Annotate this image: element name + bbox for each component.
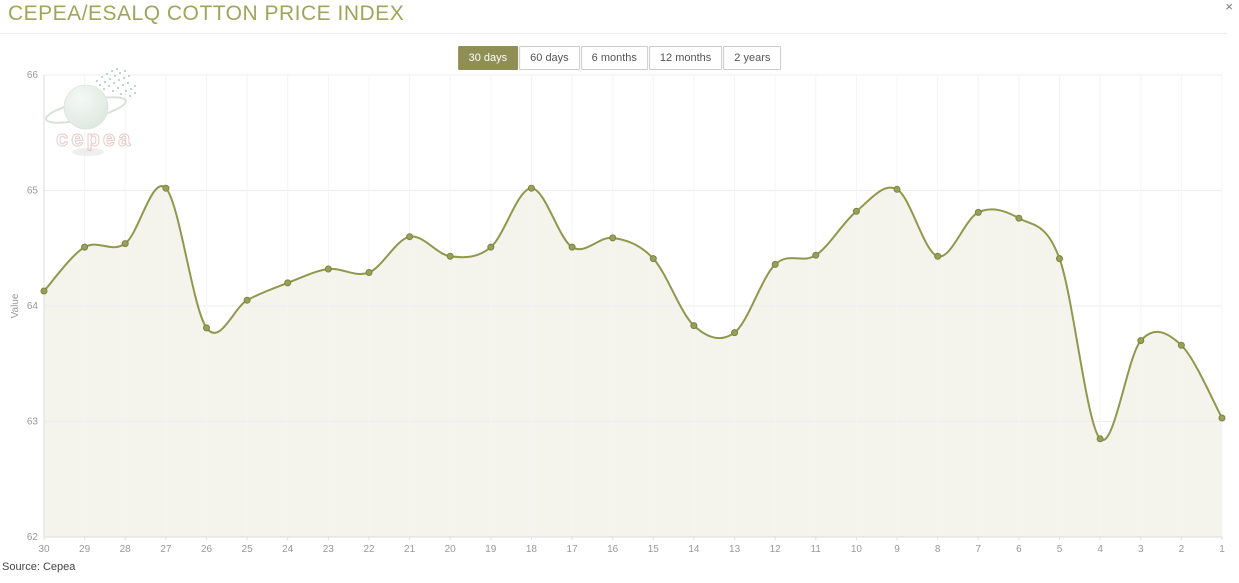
data-point-marker[interactable] <box>1096 435 1104 443</box>
data-point-marker[interactable] <box>203 324 210 332</box>
x-tick-label: 29 <box>79 544 91 555</box>
area-fill <box>44 186 1222 537</box>
x-tick-label: 7 <box>976 544 982 555</box>
data-point-marker[interactable] <box>1177 341 1185 349</box>
x-tick-label: 23 <box>323 544 335 555</box>
data-point-marker[interactable] <box>487 243 495 251</box>
data-point-marker[interactable] <box>771 260 779 268</box>
data-point-marker[interactable] <box>284 279 292 287</box>
data-point-marker[interactable] <box>974 208 982 216</box>
data-point-marker[interactable] <box>609 234 617 242</box>
data-point-marker[interactable] <box>40 287 48 295</box>
x-tick-label: 21 <box>404 544 416 555</box>
x-tick-label: 13 <box>729 544 741 555</box>
y-axis-labels: 66 65 64 63 62 <box>27 70 39 543</box>
range-button-6-months[interactable]: 6 months <box>580 46 648 70</box>
x-tick-label: 8 <box>935 544 941 555</box>
y-tick-label: 62 <box>27 532 39 543</box>
x-tick-label: 15 <box>648 544 660 555</box>
x-tick-label: 27 <box>160 544 172 555</box>
range-button-12-months[interactable]: 12 months <box>648 46 723 70</box>
source-note: Source: Cepea <box>2 561 76 573</box>
y-tick-label: 63 <box>27 417 39 428</box>
x-tick-label: 9 <box>894 544 900 555</box>
range-button-30-days[interactable]: 30 days <box>457 46 519 70</box>
x-tick-label: 18 <box>526 544 538 555</box>
x-tick-label: 28 <box>120 544 132 555</box>
data-point-marker[interactable] <box>690 322 698 330</box>
data-point-marker[interactable] <box>365 269 373 276</box>
x-tick-label: 5 <box>1057 544 1063 555</box>
x-tick-label: 11 <box>811 544 822 555</box>
data-point-marker[interactable] <box>934 252 942 260</box>
x-tick-label: 3 <box>1138 544 1144 555</box>
y-tick-label: 64 <box>27 301 39 312</box>
data-point-marker[interactable] <box>731 329 739 337</box>
data-point-marker[interactable] <box>406 233 414 241</box>
x-tick-label: 1 <box>1219 544 1225 555</box>
data-point-marker[interactable] <box>1056 255 1063 263</box>
page-title: CEPEA/ESALQ COTTON PRICE INDEX <box>8 2 405 25</box>
data-point-marker[interactable] <box>852 207 860 215</box>
y-tick-label: 66 <box>27 70 39 81</box>
range-button-60-days[interactable]: 60 days <box>519 46 580 70</box>
x-tick-label: 10 <box>851 544 863 555</box>
data-point-marker[interactable] <box>243 296 251 304</box>
x-tick-label: 24 <box>282 544 294 555</box>
data-point-marker[interactable] <box>893 185 901 193</box>
time-range-buttons: 30 days 60 days 6 months 12 months 2 years <box>457 46 782 70</box>
y-tick-label: 65 <box>27 186 39 197</box>
x-tick-label: 14 <box>688 544 700 555</box>
x-tick-label: 4 <box>1097 544 1103 555</box>
close-icon[interactable]: × <box>1225 0 1233 14</box>
x-tick-label: 17 <box>567 544 579 555</box>
data-point-marker[interactable] <box>446 252 454 260</box>
data-point-markers <box>40 184 1226 443</box>
data-point-marker[interactable] <box>162 184 170 192</box>
data-point-marker[interactable] <box>568 243 576 251</box>
header-divider <box>0 33 1227 34</box>
x-tick-label: 19 <box>485 544 497 555</box>
y-axis-title: Value <box>10 293 21 318</box>
data-point-marker[interactable] <box>649 255 657 263</box>
x-tick-label: 25 <box>242 544 254 555</box>
x-tick-label: 16 <box>607 544 619 555</box>
data-point-marker[interactable] <box>1015 214 1023 222</box>
data-point-marker[interactable] <box>812 251 820 259</box>
x-tick-label: 30 <box>38 544 50 555</box>
x-tick-label: 2 <box>1179 544 1185 555</box>
x-axis-labels: 30 29 28 27 26 25 24 23 22 21 20 19 18 17 16 15 14 13 12 11… <box>38 544 1225 555</box>
range-button-2-years[interactable]: 2 years <box>723 46 782 70</box>
cepea-logo-watermark: cepea <box>44 68 136 156</box>
data-point-marker[interactable] <box>324 265 332 273</box>
cepea-watermark-text: cepea <box>56 126 133 151</box>
data-point-marker[interactable] <box>1137 337 1145 345</box>
x-tick-label: 22 <box>363 544 375 555</box>
data-point-marker[interactable] <box>121 240 129 248</box>
data-point-marker[interactable] <box>1218 414 1226 422</box>
data-point-marker[interactable] <box>527 184 535 192</box>
data-point-marker[interactable] <box>81 243 89 251</box>
x-tick-label: 26 <box>201 544 213 555</box>
x-tick-label: 6 <box>1016 544 1022 555</box>
x-tick-label: 12 <box>770 544 782 555</box>
x-tick-label: 20 <box>445 544 457 555</box>
